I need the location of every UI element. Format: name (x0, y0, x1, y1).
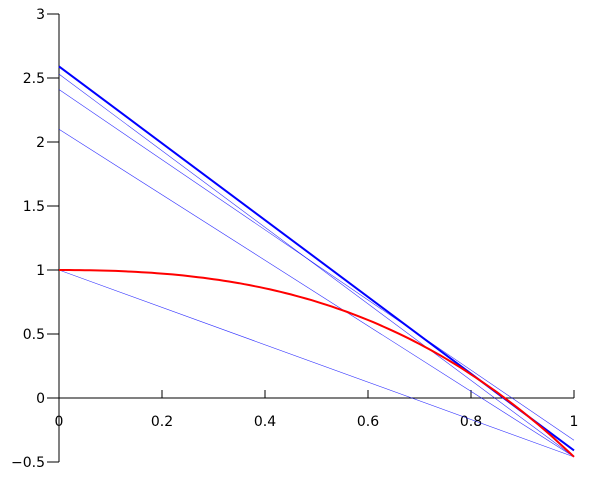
y-tick-label: 0.5 (23, 327, 45, 343)
secant-line (58, 128, 575, 458)
secant-line (58, 269, 575, 458)
y-tick-label: 3 (36, 7, 45, 23)
y-tick-label: 1 (36, 263, 45, 279)
x-tick-label: 0.4 (254, 414, 276, 430)
y-tick-label: 2.5 (23, 71, 45, 87)
y-tick-label: −0.5 (11, 455, 45, 471)
x-tick-label: 0.6 (357, 414, 379, 430)
function-curve (59, 269, 575, 458)
x-tick-label: 0 (55, 414, 64, 430)
y-tick-label: 2 (36, 135, 45, 151)
x-tick-label: 0.8 (460, 414, 482, 430)
x-tick-label: 1 (570, 414, 579, 430)
y-tick-label: 1.5 (23, 199, 45, 215)
secant-line (58, 73, 575, 458)
x-tick-label: 0.2 (151, 414, 173, 430)
y-tick-label: 0 (36, 391, 45, 407)
secant-line (58, 89, 575, 441)
